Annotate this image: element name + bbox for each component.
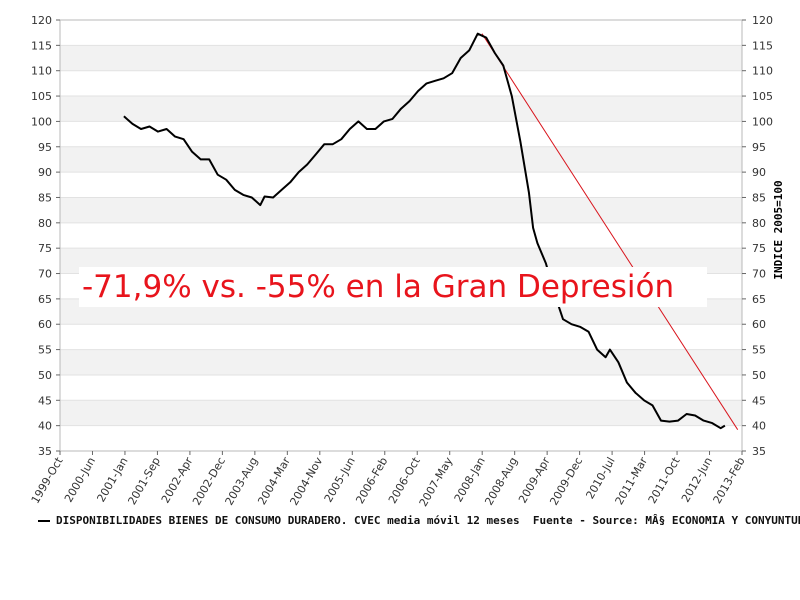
y-tick-label: 35 bbox=[38, 445, 52, 458]
y-tick-label-right: 50 bbox=[752, 369, 766, 382]
y-tick-label: 105 bbox=[31, 90, 52, 103]
y-axis-left: 35 40 45 50 55 60 65 70 75 80 85 90 95 100 105 110 115 12… bbox=[31, 14, 60, 458]
y-tick-label: 100 bbox=[31, 115, 52, 128]
y-tick-label: 60 bbox=[38, 318, 52, 331]
x-tick-label: 2005-Jun bbox=[322, 455, 358, 505]
x-tick-label: 2008-Aug bbox=[482, 455, 520, 508]
y-tick-label-right: 70 bbox=[752, 268, 766, 281]
x-tick-label: 2007-May bbox=[417, 455, 456, 509]
y-tick-label: 65 bbox=[38, 293, 52, 306]
x-tick-label: 2008-Jan bbox=[452, 455, 488, 504]
legend-swatch bbox=[38, 520, 50, 522]
y-tick-label: 120 bbox=[31, 14, 52, 27]
y-tick-label-right: 120 bbox=[752, 14, 773, 27]
x-tick-label: 2006-Oct bbox=[386, 454, 423, 506]
y-tick-label: 40 bbox=[38, 420, 52, 433]
x-axis: 1999-Oct2000-Jun2001-Jan2001-Sep2002-Apr… bbox=[29, 451, 748, 509]
y-tick-label-right: 100 bbox=[752, 115, 773, 128]
x-tick-label: 2010-Jul bbox=[584, 455, 618, 501]
y-tick-label-right: 75 bbox=[752, 242, 766, 255]
x-tick-label: 2009-Dec bbox=[547, 455, 585, 508]
legend: DISPONIBILIDADES BIENES DE CONSUMO DURAD… bbox=[38, 514, 800, 527]
x-tick-label: 2013-Feb bbox=[711, 455, 748, 506]
y-tick-label-right: 65 bbox=[752, 293, 766, 306]
grid-band bbox=[60, 197, 742, 223]
y-tick-label-right: 90 bbox=[752, 166, 766, 179]
y-tick-label-right: 110 bbox=[752, 65, 773, 78]
x-tick-label: 2006-Feb bbox=[353, 455, 390, 506]
y-tick-label: 80 bbox=[38, 217, 52, 230]
x-tick-label: 1999-Oct bbox=[29, 454, 66, 506]
y-tick-label-right: 95 bbox=[752, 141, 766, 154]
x-tick-label: 2011-Oct bbox=[646, 454, 683, 506]
y-tick-label-right: 60 bbox=[752, 318, 766, 331]
grid-band bbox=[60, 45, 742, 71]
x-tick-label: 2012-Jun bbox=[679, 455, 715, 505]
y-tick-label-right: 80 bbox=[752, 217, 766, 230]
y-tick-label: 115 bbox=[31, 39, 52, 52]
y-tick-label: 110 bbox=[31, 65, 52, 78]
x-tick-label: 2004-Nov bbox=[287, 455, 325, 508]
y-tick-label: 50 bbox=[38, 369, 52, 382]
y-tick-label-right: 55 bbox=[752, 344, 766, 357]
y-tick-label-right: 45 bbox=[752, 394, 766, 407]
x-tick-label: 2002-Apr bbox=[159, 455, 196, 506]
grid-band bbox=[60, 146, 742, 173]
source-text: Fuente - Source: MÂ§ ECONOMIA Y CONYUNTU… bbox=[532, 514, 800, 527]
y-tick-label: 90 bbox=[38, 166, 52, 179]
y-tick-label-right: 40 bbox=[752, 420, 766, 433]
grid-band bbox=[60, 349, 742, 375]
y-axis-right-label: INDICE 2005=100 bbox=[772, 180, 785, 279]
x-tick-label: 2009-Apr bbox=[516, 455, 553, 506]
grid-band bbox=[60, 400, 742, 426]
y-tick-label: 85 bbox=[38, 191, 52, 204]
series-line bbox=[123, 32, 726, 430]
y-tick-label-right: 35 bbox=[752, 445, 766, 458]
y-tick-label-right: 85 bbox=[752, 191, 766, 204]
trend-line bbox=[481, 33, 739, 430]
legend-series-name: DISPONIBILIDADES BIENES DE CONSUMO DURAD… bbox=[56, 514, 520, 527]
x-tick-label: 2001-Sep bbox=[125, 455, 163, 507]
y-tick-label: 45 bbox=[38, 394, 52, 407]
y-tick-label: 95 bbox=[38, 141, 52, 154]
y-tick-label-right: 105 bbox=[752, 90, 773, 103]
y-tick-label: 55 bbox=[38, 344, 52, 357]
y-tick-label: 70 bbox=[38, 268, 52, 281]
x-tick-label: 2000-Jun bbox=[62, 455, 98, 505]
y-axis-right: 35 40 45 50 55 60 65 70 75 80 85 90 95 100 105 110 115 12… bbox=[742, 14, 773, 458]
x-tick-label: 2001-Jan bbox=[95, 455, 131, 504]
y-tick-label-right: 115 bbox=[752, 39, 773, 52]
y-tick-label: 75 bbox=[38, 242, 52, 255]
plot-frame bbox=[59, 19, 743, 452]
annotation-text: -71,9% vs. -55% en la Gran Depresión bbox=[82, 269, 675, 305]
annotation-background bbox=[79, 267, 707, 307]
